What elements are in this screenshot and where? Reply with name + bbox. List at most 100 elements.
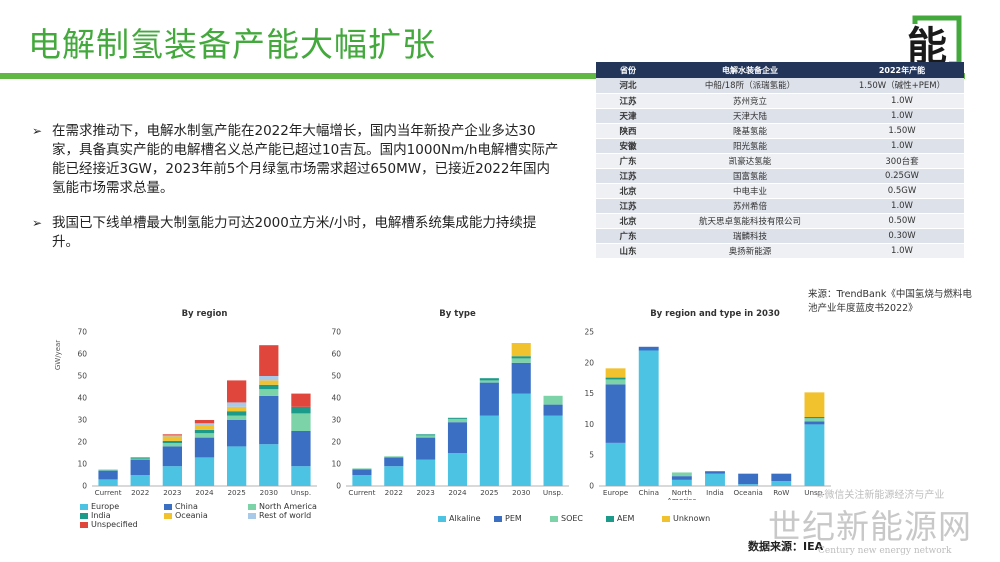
table-cell-company: 瑞麟科技: [660, 228, 840, 244]
legend-swatch: [80, 512, 88, 519]
table-row: 安徽 阳光氢能 1.0W: [596, 138, 964, 154]
bar-segment: [543, 415, 563, 486]
legend-item: Alkaline: [438, 514, 481, 523]
bar-segment: [511, 343, 531, 357]
bar-segment: [771, 481, 792, 486]
bar-segment: [227, 402, 247, 407]
y-tick-label: 70: [331, 328, 341, 337]
x-tick-label: North: [672, 488, 692, 497]
y-tick-label: 20: [331, 438, 341, 447]
bar-segment: [738, 484, 759, 486]
x-tick-label: Unsp.: [543, 488, 563, 497]
table-cell-capacity: 0.50W: [840, 213, 964, 229]
table-cell-company: 阳光氢能: [660, 138, 840, 154]
bar-segment: [771, 473, 792, 482]
bar-segment: [162, 466, 182, 486]
bar-segment: [259, 389, 279, 396]
table-row: 天津 天津大陆 1.0W: [596, 108, 964, 124]
bar-segment: [804, 421, 825, 425]
legend-swatch: [80, 503, 88, 510]
y-tick-label: 10: [77, 460, 87, 469]
legend-label: Unspecified: [91, 520, 138, 529]
y-tick-label: 40: [331, 394, 341, 403]
y-tick-label: 10: [331, 460, 341, 469]
bar-segment: [194, 433, 215, 438]
bar-segment: [384, 456, 404, 458]
bar-segment: [638, 350, 659, 486]
legend-swatch: [164, 512, 172, 519]
table-header-row: 省份 电解水装备企业 2022年产能: [596, 62, 964, 78]
bar-segment: [291, 413, 311, 431]
bar-segment: [416, 434, 436, 436]
table-row: 广东 凯豪达氢能 300台套: [596, 153, 964, 169]
x-tick-label: Europe: [603, 488, 629, 497]
table-row: 江苏 苏州竞立 1.0W: [596, 93, 964, 109]
chart-title: By region: [182, 309, 228, 319]
bullet-list: ➢ 在需求推动下，电解水制氢产能在2022年大幅增长，国内当年新投产企业多达30…: [32, 122, 562, 268]
bar-segment: [511, 393, 531, 486]
table-cell-province: 广东: [596, 153, 660, 169]
watermark: 世纪新能源网: [768, 507, 972, 546]
bar-segment: [227, 415, 247, 420]
table-body: 河北 中船/18所（派瑞氢能） 1.50W（碱性+PEM） 江苏 苏州竞立 1.0W 天津天…: [596, 78, 964, 259]
x-tick-label: 2023: [416, 488, 434, 497]
legend-item: China: [164, 502, 198, 511]
y-tick-label: 70: [77, 328, 87, 337]
x-tick-label: 2025: [227, 488, 245, 497]
bar-segment: [194, 420, 215, 424]
table-cell-province: 广东: [596, 228, 660, 244]
x-tick-label: 2024: [195, 488, 214, 497]
bar-segment: [162, 440, 182, 444]
bar-segment: [291, 393, 311, 407]
bar-segment: [804, 424, 825, 486]
legend-item: Rest of world: [248, 511, 311, 520]
bar-segment: [259, 444, 279, 486]
table-cell-capacity: 1.0W: [840, 138, 964, 154]
legend-label: Unknown: [673, 514, 711, 523]
bar-segment: [605, 379, 626, 385]
bar-segment: [259, 376, 279, 381]
y-tick-label: 5: [589, 451, 594, 460]
bar-segment: [479, 380, 499, 383]
table-cell-company: 国富氢能: [660, 168, 840, 184]
legend-swatch: [494, 515, 502, 522]
bar-segment: [162, 435, 182, 437]
bar-segment: [511, 358, 531, 363]
legend-swatch: [248, 512, 256, 519]
x-tick-label: 2022: [131, 488, 149, 497]
bar-segment: [447, 417, 468, 419]
x-tick-label: 2025: [480, 488, 498, 497]
legend-item: Unknown: [662, 514, 710, 523]
bar-segment: [638, 346, 659, 351]
table-cell-company: 凯豪达氢能: [660, 153, 840, 169]
bar-segment: [671, 476, 692, 480]
bar-segment: [130, 475, 150, 486]
x-tick-label: China: [638, 488, 659, 497]
bar-segment: [194, 425, 215, 430]
bar-segment: [227, 380, 247, 403]
capacity-table: 省份 电解水装备企业 2022年产能 河北 中船/18所（派瑞氢能） 1.50W（碱…: [596, 62, 964, 259]
bullet-arrow-icon: ➢: [32, 216, 43, 230]
table-row: 江苏 苏州希倍 1.0W: [596, 198, 964, 214]
table-row: 河北 中船/18所（派瑞氢能） 1.50W（碱性+PEM）: [596, 78, 964, 94]
x-tick-label: Unsp.: [291, 488, 311, 497]
legend-swatch: [80, 521, 88, 528]
bar-segment: [705, 471, 725, 474]
x-tick-label: 2030: [260, 488, 279, 497]
table-cell-province: 北京: [596, 213, 660, 229]
bar-segment: [98, 470, 118, 480]
legend-label: Europe: [91, 502, 120, 511]
bullet-text: 在需求推动下，电解水制氢产能在2022年大幅增长，国内当年新投产企业多达30家，…: [52, 123, 559, 196]
legend-item: SOEC: [550, 514, 583, 523]
bar-segment: [671, 479, 692, 486]
table-row: 陕西 隆基氢能 1.50W: [596, 123, 964, 139]
legend-by-type: Alkaline PEM SOEC AEM Unknown: [438, 514, 710, 528]
bar-segment: [194, 437, 215, 458]
bar-segment: [416, 435, 436, 438]
legend-label: SOEC: [561, 514, 584, 523]
table-cell-province: 安徽: [596, 138, 660, 154]
bar-segment: [511, 356, 531, 359]
y-tick-label: 60: [331, 350, 341, 359]
y-tick-label: 50: [77, 372, 87, 381]
